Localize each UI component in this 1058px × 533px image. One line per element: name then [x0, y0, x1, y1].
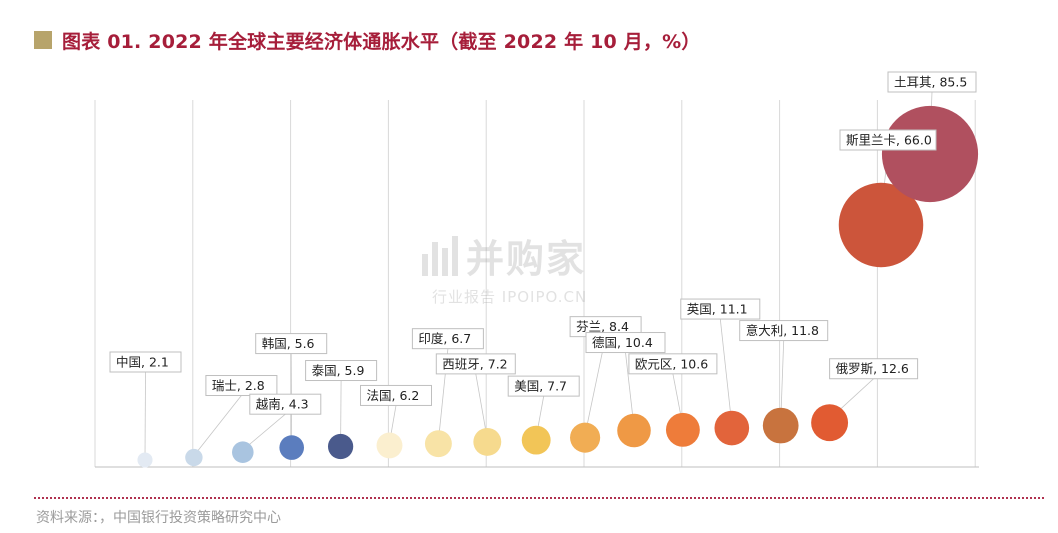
data-label-1: 中国, 2.1 [116, 355, 169, 370]
data-label-4: 韩国, 5.6 [262, 336, 315, 351]
bubble-2 [185, 448, 203, 467]
bubble-16 [838, 182, 924, 268]
data-label-box-13 [680, 298, 761, 320]
leader-line-5 [340, 380, 342, 444]
chart-title-text: 图表 01. 2022 年全球主要经济体通胀水平（截至 2022 年 10 月，… [62, 30, 701, 53]
leader-line-1 [144, 371, 146, 459]
data-label-box-11 [585, 332, 666, 354]
bubble-4 [279, 435, 305, 460]
title-marker-square [34, 31, 52, 49]
data-label-5: 泰国, 5.9 [312, 363, 365, 378]
leader-line-2 [193, 395, 242, 457]
data-label-box-2 [205, 375, 278, 397]
bubble-1 [137, 452, 153, 468]
data-label-box-6 [360, 384, 432, 406]
footer-divider [34, 497, 1044, 499]
data-label-box-16 [839, 129, 937, 151]
data-label-9: 美国, 7.7 [514, 379, 567, 394]
data-label-13: 英国, 11.1 [687, 302, 748, 317]
data-label-7: 印度, 6.7 [418, 331, 471, 346]
data-label-box-3 [249, 393, 322, 415]
data-label-box-4 [255, 333, 328, 355]
chart-title: 图表 01. 2022 年全球主要经济体通胀水平（截至 2022 年 10 月，… [34, 28, 701, 53]
bubble-15 [811, 404, 849, 442]
data-label-16: 斯里兰卡, 66.0 [846, 133, 932, 148]
data-label-box-12 [628, 353, 718, 375]
bubble-layer [137, 105, 979, 468]
data-label-box-15 [829, 358, 919, 380]
bubble-12 [665, 412, 700, 447]
source-note: 资料来源：，中国银行投资策略研究中心 [36, 510, 281, 526]
bubble-17 [881, 105, 979, 203]
bubble-3 [232, 441, 254, 463]
bubble-13 [714, 410, 750, 446]
data-label-17: 土耳其, 85.5 [894, 75, 967, 90]
leader-line-13 [719, 319, 733, 425]
data-label-3: 越南, 4.3 [256, 397, 309, 412]
bubble-5 [327, 433, 354, 460]
data-label-2: 瑞士, 2.8 [212, 378, 265, 393]
data-label-box-8 [435, 353, 516, 375]
data-label-box-14 [739, 320, 829, 342]
bubble-14 [762, 407, 799, 444]
bubble-6 [376, 432, 403, 459]
label-layer: 中国, 2.1 瑞士, 2.8 越南, 4.3 韩国, 5.6 泰国, 5.9法国, 6… [109, 71, 977, 415]
data-label-14: 意大利, 11.8 [746, 323, 819, 338]
data-label-8: 西班牙, 7.2 [442, 356, 507, 371]
data-label-11: 德国, 10.4 [592, 335, 653, 350]
data-label-12: 欧元区, 10.6 [635, 356, 708, 371]
data-label-box-9 [507, 375, 580, 397]
data-label-10: 芬兰, 8.4 [576, 319, 629, 334]
data-label-box-5 [305, 360, 378, 382]
data-label-15: 俄罗斯, 12.6 [836, 361, 909, 376]
data-label-6: 法国, 6.2 [367, 388, 420, 403]
bubble-7 [424, 430, 452, 458]
data-label-box-1 [109, 351, 182, 373]
bubble-9 [521, 425, 551, 455]
data-label-box-17 [887, 71, 977, 93]
bubble-10 [570, 422, 601, 453]
data-label-box-7 [411, 328, 484, 350]
bubble-11 [617, 413, 651, 448]
bubble-8 [473, 427, 502, 456]
leader-line-3 [242, 413, 286, 451]
